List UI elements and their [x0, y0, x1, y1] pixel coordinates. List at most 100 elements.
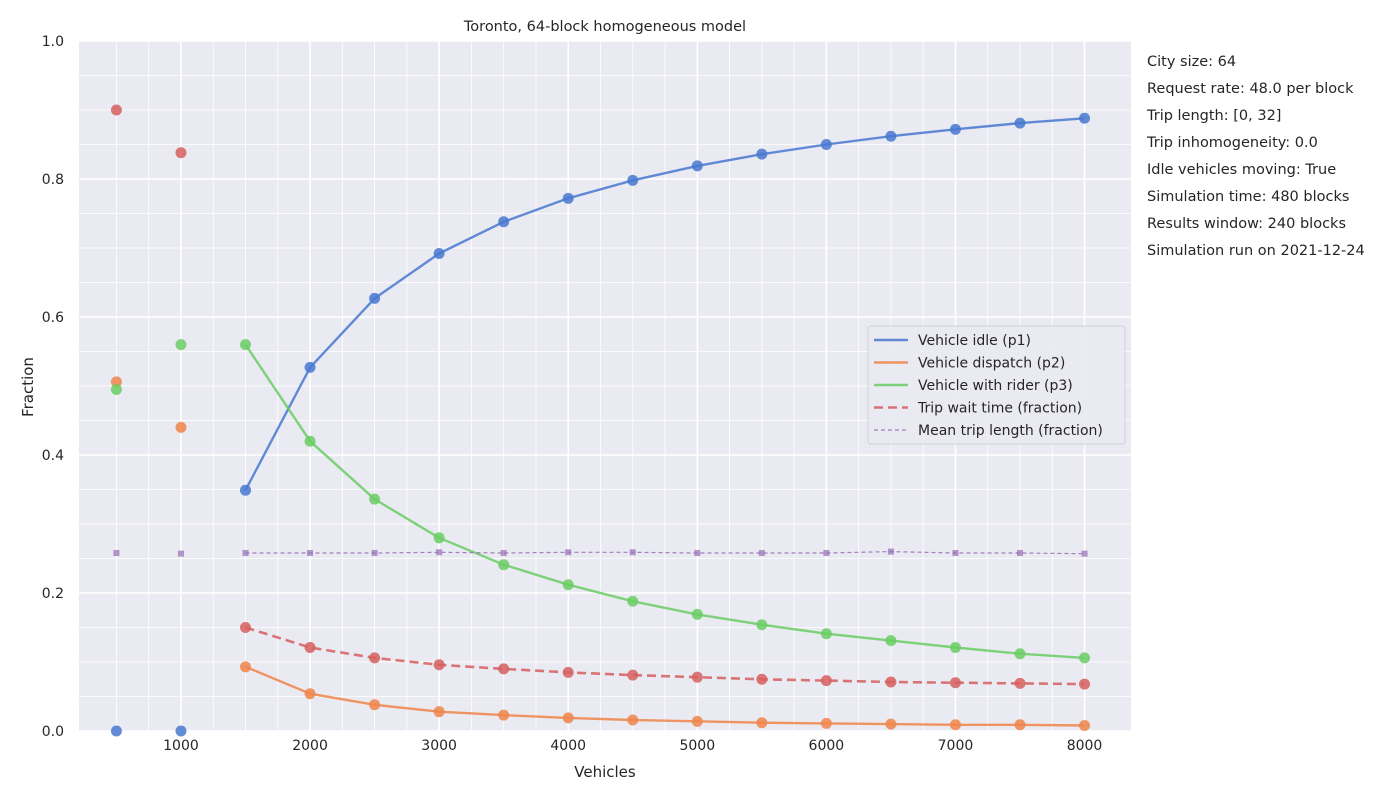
data-point: [562, 579, 574, 591]
data-point: [177, 550, 184, 557]
y-tick-label: 1.0: [42, 34, 64, 50]
info-simulation-date: Simulation run on 2021-12-24: [1147, 243, 1365, 259]
data-point: [1081, 550, 1088, 557]
info-request-rate: Request rate: 48.0 per block: [1147, 81, 1354, 97]
data-point: [820, 628, 832, 640]
data-point: [691, 160, 703, 172]
legend-label: Vehicle with rider (p3): [918, 378, 1073, 394]
data-point: [307, 549, 314, 556]
data-point: [952, 549, 959, 556]
data-point: [175, 147, 187, 159]
data-point: [436, 549, 443, 556]
x-tick-label: 5000: [679, 738, 715, 754]
data-point: [820, 139, 832, 150]
series-line: [245, 626, 1085, 686]
data-point: [498, 709, 510, 721]
data-point: [691, 671, 703, 683]
data-point: [1016, 549, 1023, 556]
data-point: [242, 549, 249, 556]
data-point: [627, 669, 639, 681]
series-1: [110, 376, 1091, 731]
series-line: [245, 665, 1085, 727]
y-axis-label: Fraction: [19, 357, 37, 417]
data-point: [885, 718, 897, 730]
info-results-window: Results window: 240 blocks: [1147, 216, 1346, 232]
data-point: [949, 642, 961, 654]
data-point: [756, 148, 768, 160]
data-point: [369, 493, 381, 505]
x-tick-label: 7000: [938, 738, 974, 754]
y-tick-label: 0.6: [42, 310, 64, 326]
data-point: [562, 666, 574, 678]
data-point: [369, 292, 381, 304]
data-point: [562, 712, 574, 724]
series-4: [113, 548, 1088, 557]
y-tick-label: 0.8: [42, 172, 64, 188]
legend-label: Mean trip length (fraction): [918, 423, 1103, 439]
data-point: [627, 714, 639, 726]
legend-box: [867, 325, 1126, 445]
tick-labels: 1000 2000 3000 4000 5000 6000 7000 8000 0.0 0.2 0.…: [42, 34, 1103, 754]
x-tick-label: 6000: [809, 738, 845, 754]
data-point: [823, 549, 830, 556]
x-tick-label: 4000: [550, 738, 586, 754]
data-point: [433, 532, 445, 544]
x-tick-label: 3000: [421, 738, 457, 754]
info-idle-vehicles-moving: Idle vehicles moving: True: [1147, 162, 1337, 178]
data-point: [240, 622, 252, 633]
data-point: [500, 549, 507, 556]
series-line: [244, 343, 1085, 660]
data-point: [1014, 677, 1026, 689]
data-point: [304, 642, 316, 654]
data-point: [1079, 652, 1091, 664]
data-point: [175, 725, 187, 737]
data-point: [110, 104, 122, 116]
data-point: [175, 339, 187, 351]
data-point: [1079, 678, 1091, 690]
simulation-info: City size: 64 Request rate: 48.0 per blo…: [1147, 49, 1365, 265]
data-point: [562, 192, 574, 204]
y-tick-label: 0.4: [42, 448, 64, 464]
data-point: [756, 619, 768, 631]
legend-label: Vehicle dispatch (p2): [918, 356, 1065, 372]
data-point: [433, 706, 445, 718]
data-point: [756, 673, 768, 685]
data-point: [240, 339, 252, 351]
data-point: [433, 659, 445, 671]
series-2: [110, 339, 1091, 664]
data-point: [885, 635, 897, 647]
y-tick-label: 0.2: [42, 586, 64, 602]
series-layer: [110, 104, 1091, 737]
data-point: [758, 549, 765, 556]
data-point: [498, 216, 510, 228]
y-tick-label: 0.0: [42, 724, 64, 740]
data-point: [110, 725, 122, 737]
data-point: [949, 123, 961, 135]
data-point: [369, 652, 381, 664]
data-point: [1079, 719, 1091, 731]
data-point: [1014, 117, 1026, 129]
data-point: [565, 549, 572, 556]
data-point: [369, 699, 381, 711]
data-point: [498, 663, 510, 675]
data-point: [629, 549, 636, 556]
data-point: [175, 421, 187, 433]
series-3: [110, 104, 1091, 690]
legend-label: Trip wait time (fraction): [917, 401, 1082, 417]
data-point: [240, 484, 252, 496]
data-point: [820, 717, 832, 729]
data-point: [304, 435, 316, 447]
data-point: [304, 688, 316, 700]
x-tick-label: 1000: [163, 738, 199, 754]
data-point: [694, 549, 701, 556]
info-city-size: City size: 64: [1147, 54, 1237, 70]
data-point: [1014, 648, 1026, 660]
data-point: [113, 549, 120, 556]
data-point: [240, 661, 252, 673]
info-trip-length: Trip length: [0, 32]: [1147, 108, 1282, 124]
data-point: [949, 719, 961, 731]
x-tick-label: 2000: [292, 738, 328, 754]
info-trip-inhomogeneity: Trip inhomogeneity: 0.0: [1147, 135, 1318, 151]
